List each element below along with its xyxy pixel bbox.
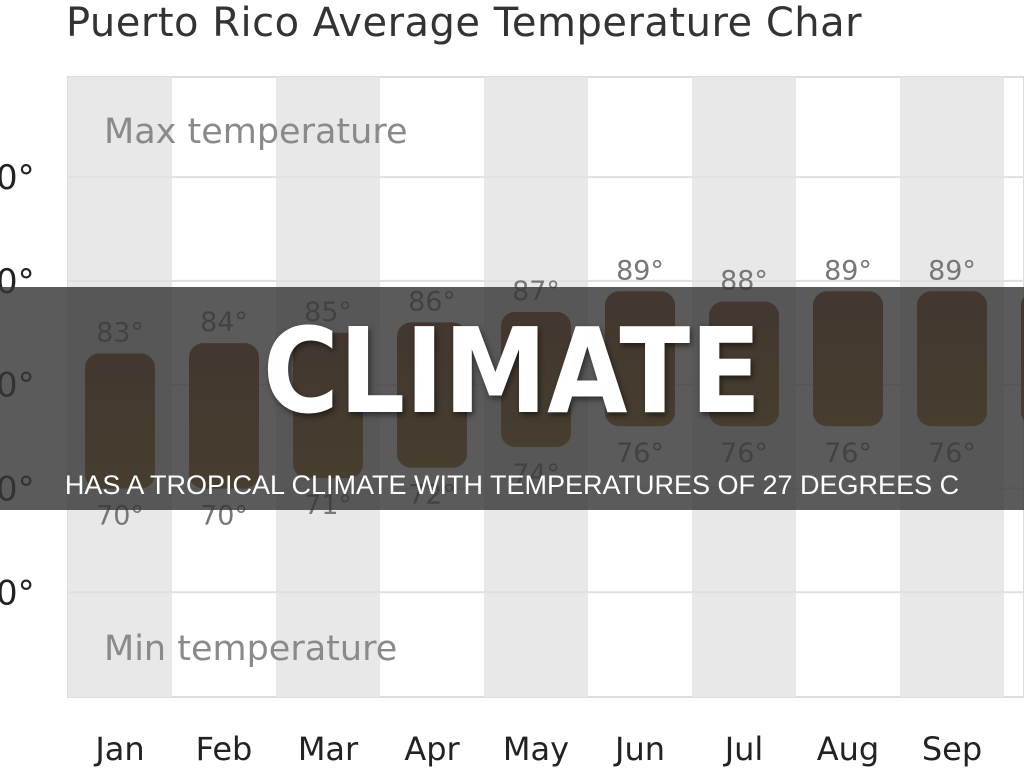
y-tick-label: 0° — [0, 158, 35, 198]
month-label: Sep — [922, 730, 982, 768]
month-label: Jul — [723, 730, 764, 768]
slide-subheading: HAS A TROPICAL CLIMATE WITH TEMPERATURES… — [64, 470, 960, 500]
month-label: Mar — [298, 730, 359, 768]
max-value-label: 89° — [824, 255, 872, 286]
month-label: Apr — [404, 730, 460, 768]
slide-heading: CLIMATE — [262, 302, 762, 440]
max-value-label: 89° — [616, 255, 664, 286]
legend-min-label: Min temperature — [104, 629, 397, 669]
month-label: Aug — [817, 730, 879, 768]
title-banner — [0, 287, 1024, 510]
y-tick-label: 0° — [0, 573, 35, 613]
month-label: Jun — [613, 730, 665, 768]
month-label: Feb — [196, 730, 253, 768]
chart-title: Puerto Rico Average Temperature Char — [66, 0, 863, 46]
legend-max-label: Max temperature — [104, 112, 407, 152]
month-label: Jan — [93, 730, 144, 768]
max-value-label: 89° — [928, 255, 976, 286]
month-label: May — [503, 730, 569, 768]
